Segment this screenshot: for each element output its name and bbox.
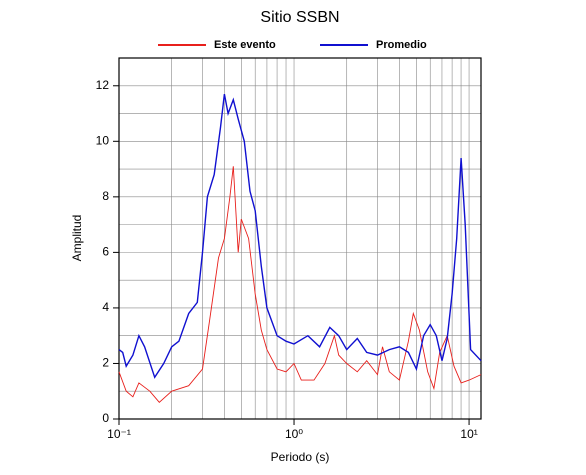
x-axis-label: Periodo (s)	[271, 450, 330, 464]
legend-label: Promedio	[376, 39, 427, 51]
y-tick-label: 8	[102, 189, 109, 203]
legend-label: Este evento	[214, 39, 276, 51]
series-line	[118, 93, 482, 379]
plot-frame	[118, 57, 482, 420]
y-tick-label: 10	[96, 133, 110, 147]
y-tick-label: 4	[102, 300, 109, 314]
y-tick-label: 6	[102, 245, 109, 259]
x-tick-label: 10¹	[460, 427, 477, 441]
y-tick-label: 0	[102, 411, 109, 425]
chart-title: Sitio SSBN	[260, 9, 339, 26]
y-tick-label: 2	[102, 356, 109, 370]
x-tick-label: 10⁰	[285, 427, 303, 441]
x-tick-label: 10⁻¹	[107, 427, 131, 441]
series-line	[118, 166, 482, 403]
y-tick-label: 12	[96, 78, 110, 92]
y-axis-label: Amplitud	[70, 215, 84, 262]
